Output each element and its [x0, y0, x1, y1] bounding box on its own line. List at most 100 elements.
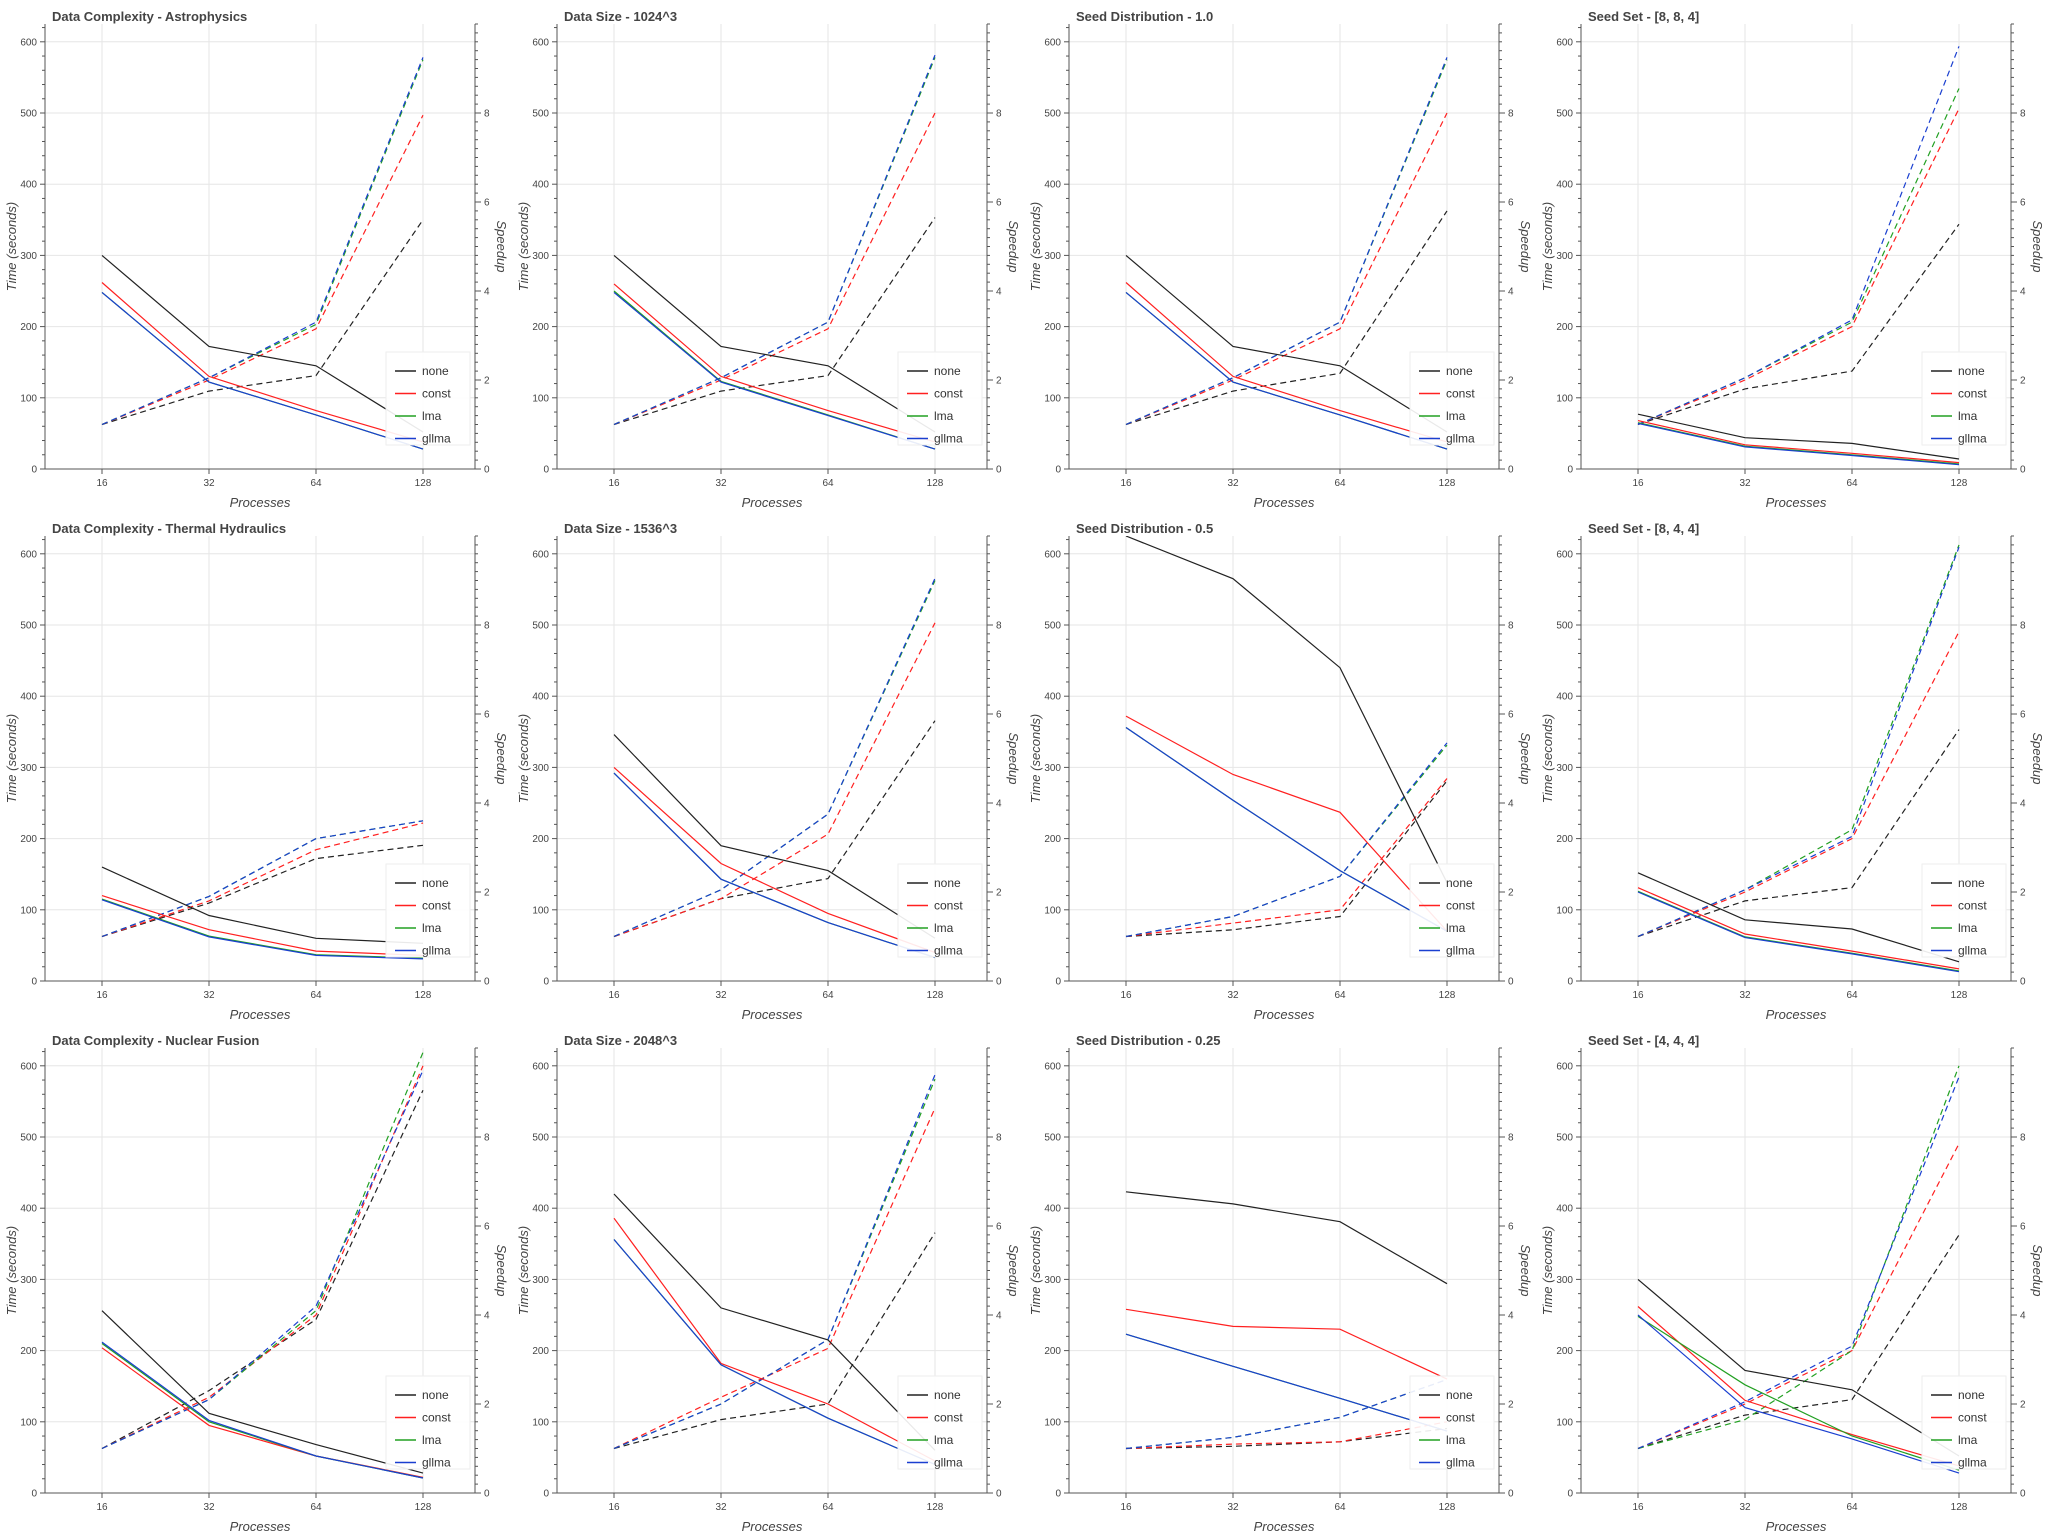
legend: none const lma gllma — [385, 351, 471, 446]
y2-tick-label: 4 — [484, 1311, 490, 1322]
legend-label-none: none — [934, 364, 961, 378]
speedup-line-lma — [101, 1052, 424, 1450]
y-tick-label: 100 — [532, 393, 549, 404]
speedup-line-const — [1125, 778, 1448, 938]
y2-tick-label: 0 — [1508, 1489, 1514, 1500]
y-tick-label: 0 — [1055, 1489, 1061, 1500]
legend-box — [1409, 1375, 1495, 1470]
legend-label-none: none — [1958, 876, 1985, 890]
time-line-gllma — [101, 899, 424, 960]
time-line-const — [1637, 887, 1960, 970]
x-tick-label: 64 — [822, 478, 834, 489]
chart-title: Seed Set - [4, 4, 4] — [1588, 1033, 1699, 1048]
legend-label-lma: lma — [934, 1433, 954, 1447]
chart-panel-12: Seed Set - [4, 4, 4] 0 100 200 300 400 500 600 0… — [1536, 1024, 2048, 1536]
time-line-lma — [1637, 422, 1960, 465]
speedup-line-lma — [1125, 744, 1448, 938]
legend-label-none: none — [422, 1388, 449, 1402]
speedup-line-const — [613, 1107, 936, 1450]
y-tick-label: 400 — [1556, 692, 1573, 703]
legend-label-const: const — [934, 899, 963, 913]
y2-tick-label: 0 — [996, 977, 1002, 988]
speedup-line-const — [613, 112, 936, 426]
legend-box — [1409, 351, 1495, 446]
speedup-line-lma — [1125, 1378, 1448, 1450]
y-tick-label: 400 — [1044, 180, 1061, 191]
time-line-const — [613, 283, 936, 443]
legend-label-none: none — [934, 876, 961, 890]
chart-title: Data Size - 2048^3 — [564, 1033, 677, 1048]
y2-tick-label: 4 — [996, 1311, 1002, 1322]
y2-tick-label: 0 — [2020, 977, 2026, 988]
y2-axis-label: Speedup — [2030, 220, 2045, 272]
y-axis-label: Time (seconds) — [516, 1226, 531, 1315]
legend: none const lma gllma — [385, 863, 471, 958]
y2-tick-label: 2 — [996, 1400, 1002, 1411]
time-line-none — [101, 1310, 424, 1474]
time-line-gllma — [101, 291, 424, 450]
speedup-line-const — [1637, 631, 1960, 938]
y2-tick-label: 2 — [1508, 376, 1514, 387]
y-tick-label: 200 — [1556, 834, 1573, 845]
x-tick-label: 16 — [1120, 478, 1132, 489]
x-axis-label: Processes — [1766, 1007, 1827, 1022]
speedup-line-const — [101, 114, 424, 426]
y-tick-label: 0 — [1055, 977, 1061, 988]
time-line-gllma — [613, 772, 936, 959]
y2-tick-label: 6 — [996, 1222, 1002, 1233]
legend-label-lma: lma — [1958, 409, 1978, 423]
y2-tick-label: 0 — [2020, 465, 2026, 476]
x-tick-label: 128 — [415, 478, 432, 489]
x-axis-label: Processes — [230, 495, 291, 510]
y2-tick-label: 2 — [2020, 376, 2026, 387]
plot-area — [1125, 536, 1448, 938]
legend-label-gllma: gllma — [1446, 432, 1475, 446]
x-tick-label: 64 — [822, 990, 834, 1001]
y-tick-label: 0 — [31, 977, 37, 988]
y2-tick-label: 6 — [2020, 710, 2026, 721]
y2-tick-label: 4 — [1508, 799, 1514, 810]
time-line-lma — [613, 772, 936, 959]
plot-area — [101, 57, 424, 450]
y-tick-label: 200 — [1044, 322, 1061, 333]
y-axis-label: Time (seconds) — [4, 714, 19, 803]
legend-label-lma: lma — [1958, 1433, 1978, 1447]
x-tick-label: 128 — [1439, 990, 1456, 1001]
x-tick-label: 128 — [927, 1502, 944, 1513]
y-tick-label: 600 — [532, 549, 549, 560]
speedup-line-gllma — [1637, 1076, 1960, 1450]
legend-label-none: none — [422, 876, 449, 890]
y-tick-label: 0 — [1567, 977, 1573, 988]
y-tick-label: 500 — [1556, 109, 1573, 120]
legend-label-gllma: gllma — [934, 1456, 963, 1470]
x-axis-label: Processes — [742, 1519, 803, 1534]
y2-tick-label: 4 — [996, 799, 1002, 810]
time-line-const — [613, 1217, 936, 1462]
y-tick-label: 0 — [543, 977, 549, 988]
y-tick-label: 200 — [20, 1346, 37, 1357]
y2-tick-label: 0 — [996, 465, 1002, 476]
y2-tick-label: 0 — [996, 1489, 1002, 1500]
x-tick-label: 64 — [310, 1502, 322, 1513]
legend-label-gllma: gllma — [1446, 944, 1475, 958]
speedup-line-gllma — [613, 1074, 936, 1450]
y2-tick-label: 0 — [484, 1489, 490, 1500]
y-tick-label: 500 — [20, 109, 37, 120]
y2-axis-label: Speedup — [1518, 220, 1533, 272]
plot-area — [1637, 46, 1960, 466]
speedup-line-gllma — [101, 57, 424, 426]
y-tick-label: 100 — [20, 905, 37, 916]
x-tick-label: 32 — [203, 478, 215, 489]
speedup-line-none — [1637, 223, 1960, 426]
legend-label-gllma: gllma — [1446, 1456, 1475, 1470]
x-tick-label: 128 — [1439, 1502, 1456, 1513]
y-tick-label: 100 — [1556, 905, 1573, 916]
y-tick-label: 100 — [532, 905, 549, 916]
y2-tick-label: 6 — [2020, 198, 2026, 209]
plot-area — [1125, 1191, 1448, 1450]
legend-label-lma: lma — [422, 1433, 442, 1447]
y-axis-label: Time (seconds) — [1540, 1226, 1555, 1315]
speedup-line-lma — [613, 57, 936, 426]
time-line-lma — [1125, 291, 1448, 450]
speedup-line-none — [613, 1232, 936, 1450]
